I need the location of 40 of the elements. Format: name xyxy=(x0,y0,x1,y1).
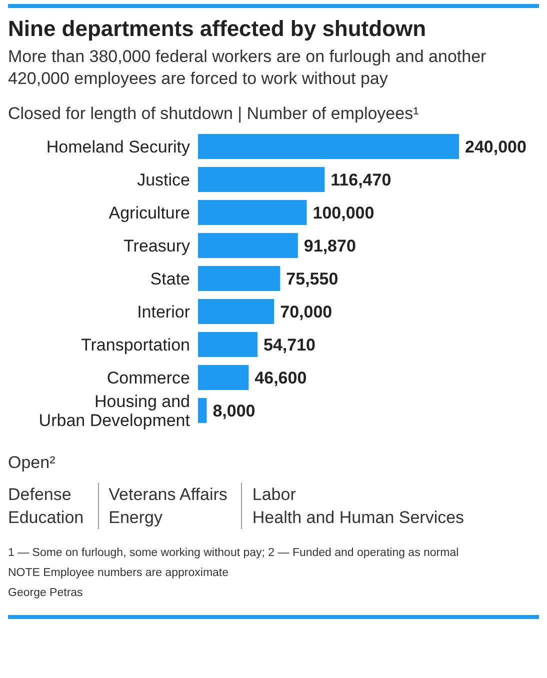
data-label: 46,600 xyxy=(254,368,307,388)
text: Energy xyxy=(108,507,164,529)
y-tick-label: Housing and Urban Development xyxy=(38,392,190,430)
bar xyxy=(198,332,258,357)
chart-subtitle: More than 380,000 federal workers are on furlough and another 420,000 employees are forced to work without pay xyxy=(8,46,488,90)
text: George Petras xyxy=(8,587,84,599)
text: Education xyxy=(8,507,84,529)
bar xyxy=(198,266,280,291)
text: 1 — Some on furlough, some working without pay; 2 — Funded and operating as normal xyxy=(8,547,460,559)
data-label: 54,710 xyxy=(263,336,316,355)
y-tick-label: Transportation xyxy=(81,335,190,354)
text: Open² xyxy=(8,453,56,473)
bar xyxy=(198,167,325,192)
y-tick-label: Justice xyxy=(137,170,190,189)
data-label: 116,470 xyxy=(330,170,392,190)
y-tick-label: State xyxy=(150,269,190,288)
bar xyxy=(198,134,459,159)
text: Health and Human Services xyxy=(252,507,464,529)
data-label: 75,550 xyxy=(286,270,338,289)
bar xyxy=(198,233,298,258)
bar xyxy=(198,365,249,390)
data-label: 70,000 xyxy=(280,302,332,322)
data-label: 100,000 xyxy=(312,204,374,223)
y-tick-label: Agriculture xyxy=(108,203,190,222)
text: Veterans Affairs xyxy=(108,484,228,506)
y-tick-label: Homeland Security xyxy=(46,137,190,156)
data-label: 240,000 xyxy=(465,138,526,157)
text: Labor xyxy=(252,484,297,506)
y-tick-label: Interior xyxy=(137,302,190,321)
text: NOTE Employee numbers are approximate xyxy=(8,567,230,579)
bar xyxy=(198,200,307,225)
text: Closed for length of shutdown | Number of employees¹ xyxy=(8,104,420,124)
text: Defense xyxy=(8,484,72,506)
bar xyxy=(198,299,274,324)
bar xyxy=(198,398,207,423)
y-tick-label: Treasury xyxy=(124,236,190,255)
data-label: 91,870 xyxy=(304,236,356,256)
data-label: 8,000 xyxy=(212,402,256,421)
chart-title: Nine departments affected by shutdown xyxy=(8,16,428,42)
y-tick-label: Commerce xyxy=(106,368,190,387)
